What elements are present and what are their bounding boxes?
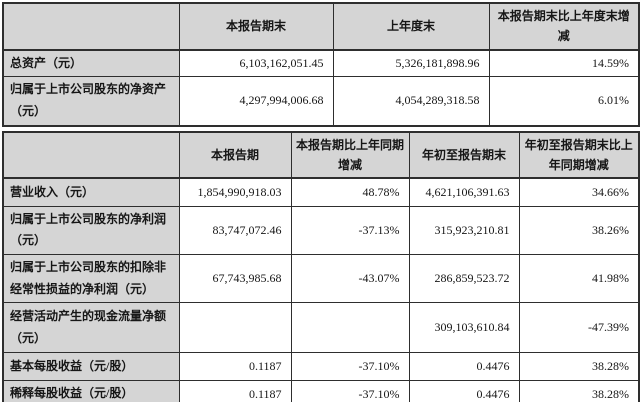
table-row-total-assets: 总资产（元） 6,103,162,051.45 5,326,181,898.96… — [2, 49, 640, 78]
table-row-net-assets: 归属于上市公司股东的净资产（元） 4,297,994,006.68 4,054,… — [2, 76, 640, 127]
cell-value: 0.1187 — [178, 352, 292, 382]
cell-value: 34.66% — [518, 177, 640, 207]
cell-value: 83,747,072.46 — [178, 205, 292, 256]
row-label: 总资产（元） — [2, 49, 180, 78]
cell-value: -37.10% — [290, 352, 410, 382]
cell-value: 38.28% — [518, 352, 640, 382]
cell-value: -47.39% — [518, 302, 640, 354]
cell-value: 4,621,106,391.63 — [408, 177, 520, 207]
cell-value: 67,743,985.68 — [178, 254, 292, 304]
cell-value: 1,854,990,918.03 — [178, 177, 292, 207]
cell-value: 6,103,162,051.45 — [178, 49, 334, 78]
column-header-ytd-change-vs-same-period: 年初至报告期末比上年同期增减 — [518, 131, 640, 180]
column-header-prior-year-end: 上年度末 — [332, 2, 490, 51]
reporting-period-summary-table: 本报告期 本报告期比上年同期增减 年初至报告期末 年初至报告期末比上年同期增减 … — [2, 130, 640, 402]
cell-value: -37.13% — [290, 205, 410, 256]
column-header-current-period: 本报告期 — [178, 131, 292, 180]
row-label: 经营活动产生的现金流量净额（元） — [2, 302, 180, 354]
table-row-operating-cash-flow: 经营活动产生的现金流量净额（元） 309,103,610.84 -47.39% — [2, 302, 640, 354]
column-header-change-vs-same-period: 本报告期比上年同期增减 — [290, 131, 410, 180]
cell-value: 14.59% — [488, 49, 640, 78]
cell-value: 4,054,289,318.58 — [332, 76, 490, 127]
table-row-net-profit: 归属于上市公司股东的净利润（元） 83,747,072.46 -37.13% 3… — [2, 205, 640, 256]
cell-value: 6.01% — [488, 76, 640, 127]
cell-value — [290, 302, 410, 354]
row-label: 营业收入（元） — [2, 177, 180, 207]
cell-value: 41.98% — [518, 254, 640, 304]
cell-value: 5,326,181,898.96 — [332, 49, 490, 78]
table-row-basic-eps: 基本每股收益（元/股） 0.1187 -37.10% 0.4476 38.28% — [2, 352, 640, 382]
cell-value: -37.10% — [290, 380, 410, 402]
table-row-net-profit-excl-non-recurring: 归属于上市公司股东的扣除非经常性损益的净利润（元） 67,743,985.68 … — [2, 254, 640, 304]
column-header-current-period-end: 本报告期末 — [178, 2, 334, 51]
table-row-diluted-eps: 稀释每股收益（元/股） 0.1187 -37.10% 0.4476 38.28% — [2, 380, 640, 402]
period-end-summary-table: 本报告期末 上年度末 本报告期末比上年度末增减 总资产（元） 6,103,162… — [2, 2, 640, 127]
cell-value: 315,923,210.81 — [408, 205, 520, 256]
cell-value: 38.26% — [518, 205, 640, 256]
cell-value: 0.1187 — [178, 380, 292, 402]
cell-value: 4,297,994,006.68 — [178, 76, 334, 127]
cell-value — [178, 302, 292, 354]
column-header-change-vs-prior-year-end: 本报告期末比上年度末增减 — [488, 2, 640, 51]
corner-header-cell — [2, 2, 180, 51]
row-label: 稀释每股收益（元/股） — [2, 380, 180, 402]
row-label: 归属于上市公司股东的扣除非经常性损益的净利润（元） — [2, 254, 180, 304]
table-row-operating-revenue: 营业收入（元） 1,854,990,918.03 48.78% 4,621,10… — [2, 177, 640, 207]
cell-value: 309,103,610.84 — [408, 302, 520, 354]
column-header-year-to-date: 年初至报告期末 — [408, 131, 520, 180]
table-header-row: 本报告期末 上年度末 本报告期末比上年度末增减 — [2, 2, 640, 51]
row-label: 基本每股收益（元/股） — [2, 352, 180, 382]
table-header-row: 本报告期 本报告期比上年同期增减 年初至报告期末 年初至报告期末比上年同期增减 — [2, 131, 640, 180]
corner-header-cell — [2, 131, 180, 180]
cell-value: 0.4476 — [408, 352, 520, 382]
cell-value: 38.28% — [518, 380, 640, 402]
cell-value: 0.4476 — [408, 380, 520, 402]
row-label: 归属于上市公司股东的净资产（元） — [2, 76, 180, 127]
cell-value: 286,859,523.72 — [408, 254, 520, 304]
cell-value: 48.78% — [290, 177, 410, 207]
cell-value: -43.07% — [290, 254, 410, 304]
row-label: 归属于上市公司股东的净利润（元） — [2, 205, 180, 256]
